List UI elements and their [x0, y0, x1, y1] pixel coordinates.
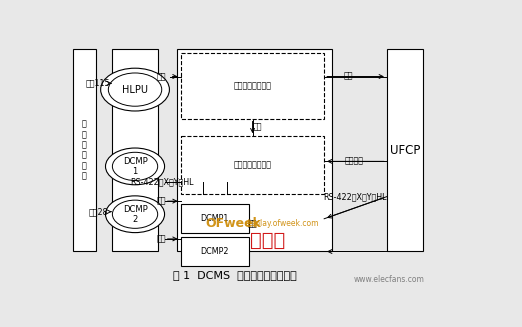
Text: 飞
机
电
源
系
统: 飞 机 电 源 系 统	[82, 120, 87, 181]
Text: DCMP2: DCMP2	[200, 247, 229, 256]
Text: HLPU: HLPU	[122, 85, 148, 95]
Text: RS-422、X、Y、HL: RS-422、X、Y、HL	[323, 192, 386, 201]
Text: 交流115: 交流115	[86, 79, 111, 88]
Text: UFCP: UFCP	[390, 144, 420, 157]
Text: DCMP
1: DCMP 1	[123, 157, 147, 176]
Text: DCMP1: DCMP1	[201, 214, 229, 223]
Bar	[181, 53, 324, 119]
Text: 显示网: 显示网	[250, 231, 285, 250]
Bar	[181, 237, 250, 266]
Text: 图 1  DCMS  基本工作原理示意图: 图 1 DCMS 基本工作原理示意图	[173, 270, 297, 280]
Text: 上电: 上电	[157, 197, 167, 206]
Text: RS-422、X、Y、HL: RS-422、X、Y、HL	[130, 177, 193, 186]
Text: 供电: 供电	[253, 122, 263, 131]
Text: www.elecfans.com: www.elecfans.com	[353, 275, 424, 284]
Text: 衍射平显显示组件: 衍射平显显示组件	[233, 161, 271, 170]
Text: 供电: 供电	[343, 71, 353, 80]
Text: 总线: 总线	[248, 219, 257, 228]
Text: display.ofweek.com: display.ofweek.com	[244, 218, 319, 228]
Bar	[112, 49, 158, 251]
Text: 衍射平显低压电源: 衍射平显低压电源	[233, 81, 271, 90]
Text: 上电: 上电	[157, 234, 167, 243]
Bar	[181, 136, 324, 194]
Bar	[387, 49, 423, 251]
Circle shape	[105, 148, 164, 185]
Bar	[176, 49, 333, 251]
Circle shape	[105, 196, 164, 232]
Text: 直流28: 直流28	[89, 207, 108, 216]
Bar	[73, 49, 96, 251]
Circle shape	[101, 68, 170, 111]
Bar	[181, 204, 250, 233]
Text: 亮度控制: 亮度控制	[345, 157, 364, 166]
Text: OFweek: OFweek	[205, 217, 261, 230]
Text: 上电: 上电	[157, 72, 167, 81]
Text: DCMP
2: DCMP 2	[123, 204, 147, 224]
